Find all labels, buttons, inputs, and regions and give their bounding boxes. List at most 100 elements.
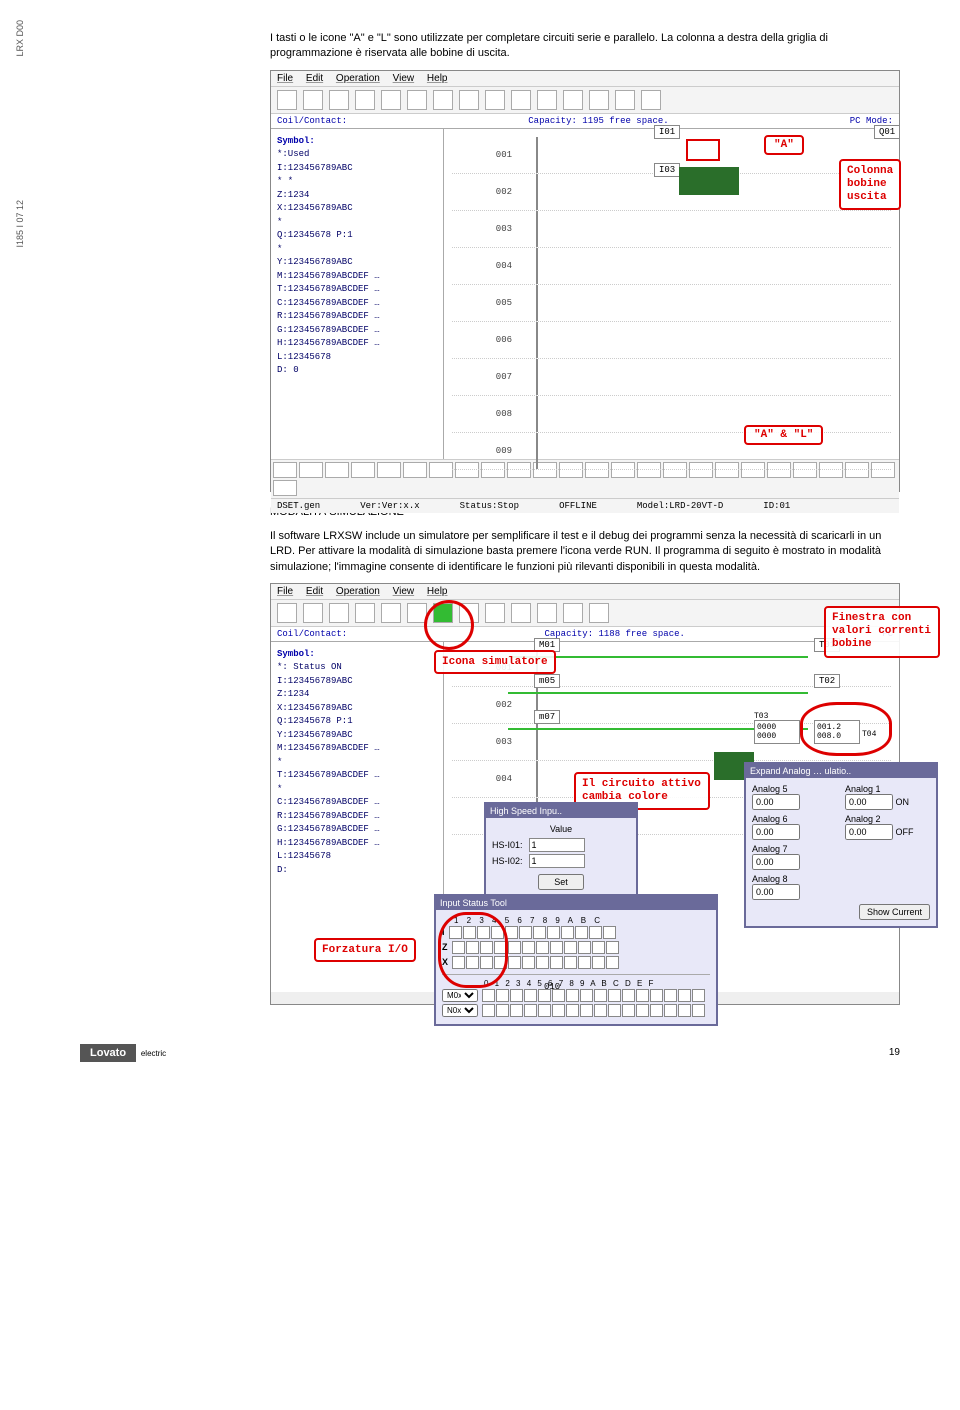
bit-cell[interactable]: [575, 926, 588, 939]
tool-btn[interactable]: [381, 603, 401, 623]
bcell[interactable]: [429, 462, 453, 478]
bcell[interactable]: [351, 462, 375, 478]
tool-btn[interactable]: [407, 90, 427, 110]
bit-cell[interactable]: [622, 1004, 635, 1017]
bit-cell[interactable]: [636, 1004, 649, 1017]
bit-cell[interactable]: [566, 1004, 579, 1017]
input-a7[interactable]: [752, 854, 800, 870]
bit-cell[interactable]: [650, 989, 663, 1002]
bit-cell[interactable]: [678, 1004, 691, 1017]
bit-cell[interactable]: [564, 956, 577, 969]
bit-cell[interactable]: [589, 926, 602, 939]
bit-cell[interactable]: [496, 989, 509, 1002]
bit-cell[interactable]: [664, 989, 677, 1002]
tool-btn[interactable]: [329, 90, 349, 110]
menu-edit[interactable]: Edit: [306, 73, 323, 84]
bit-cell[interactable]: [519, 926, 532, 939]
tool-btn[interactable]: [277, 603, 297, 623]
input-a1[interactable]: [845, 794, 893, 810]
bcell[interactable]: [299, 462, 323, 478]
bit-cell[interactable]: [510, 989, 523, 1002]
tool-btn[interactable]: [511, 90, 531, 110]
tool-btn[interactable]: [459, 90, 479, 110]
bit-cell[interactable]: [538, 1004, 551, 1017]
tool-btn[interactable]: [563, 603, 583, 623]
tool-btn[interactable]: [589, 603, 609, 623]
tool-btn[interactable]: [641, 90, 661, 110]
tool-btn[interactable]: [485, 603, 505, 623]
bit-cell[interactable]: [580, 989, 593, 1002]
tool-btn[interactable]: [329, 603, 349, 623]
dialog-high-speed-input[interactable]: High Speed Inpu.. Value HS-I01: HS-I02: …: [484, 802, 638, 898]
bit-cell[interactable]: [552, 1004, 565, 1017]
menu-operation[interactable]: Operation: [336, 73, 380, 84]
bit-cell[interactable]: [564, 941, 577, 954]
set-button[interactable]: Set: [538, 874, 584, 890]
menu-operation[interactable]: Operation: [336, 586, 380, 597]
input-a6[interactable]: [752, 824, 800, 840]
bit-cell[interactable]: [524, 1004, 537, 1017]
bit-cell[interactable]: [636, 989, 649, 1002]
tool-btn[interactable]: [303, 90, 323, 110]
bit-cell[interactable]: [508, 941, 521, 954]
bit-cell[interactable]: [536, 941, 549, 954]
tool-btn[interactable]: [433, 90, 453, 110]
menu-help[interactable]: Help: [427, 586, 448, 597]
menu-file[interactable]: File: [277, 73, 293, 84]
bcell[interactable]: [403, 462, 427, 478]
bit-cell[interactable]: [482, 989, 495, 1002]
bit-cell[interactable]: [608, 1004, 621, 1017]
menu-view[interactable]: View: [393, 73, 415, 84]
show-current-button[interactable]: Show Current: [859, 904, 930, 920]
bit-cell[interactable]: [496, 1004, 509, 1017]
tool-btn[interactable]: [615, 90, 635, 110]
input-a5[interactable]: [752, 794, 800, 810]
input-hs-i01[interactable]: [529, 838, 585, 852]
tool-btn[interactable]: [355, 90, 375, 110]
tool-btn[interactable]: [303, 603, 323, 623]
bit-cell[interactable]: [508, 956, 521, 969]
select-n[interactable]: N0x: [442, 1004, 478, 1017]
tool-btn[interactable]: [277, 90, 297, 110]
bit-cell[interactable]: [692, 1004, 705, 1017]
bit-cell[interactable]: [580, 1004, 593, 1017]
dialog-expand-analog[interactable]: Expand Analog … ulatio.. Analog 5 Analog…: [744, 762, 938, 928]
bit-cell[interactable]: [510, 1004, 523, 1017]
bit-cell[interactable]: [566, 989, 579, 1002]
menu-view[interactable]: View: [393, 586, 415, 597]
bit-cell[interactable]: [592, 956, 605, 969]
bit-cell[interactable]: [650, 1004, 663, 1017]
select-m[interactable]: M0x: [442, 989, 478, 1002]
bit-cell[interactable]: [550, 941, 563, 954]
bcell[interactable]: [273, 462, 297, 478]
tool-btn[interactable]: [511, 603, 531, 623]
bit-cell[interactable]: [561, 926, 574, 939]
input-a2[interactable]: [845, 824, 893, 840]
tool-btn[interactable]: [537, 603, 557, 623]
tool-btn[interactable]: [355, 603, 375, 623]
menu-help[interactable]: Help: [427, 73, 448, 84]
bit-cell[interactable]: [664, 1004, 677, 1017]
bit-cell[interactable]: [522, 956, 535, 969]
menu-edit[interactable]: Edit: [306, 586, 323, 597]
bit-cell[interactable]: [550, 956, 563, 969]
bit-cell[interactable]: [524, 989, 537, 1002]
bit-cell[interactable]: [536, 956, 549, 969]
tool-btn[interactable]: [381, 90, 401, 110]
bit-cell[interactable]: [678, 989, 691, 1002]
bcell[interactable]: [325, 462, 349, 478]
bit-cell[interactable]: [592, 941, 605, 954]
tool-btn[interactable]: [485, 90, 505, 110]
bit-cell[interactable]: [606, 956, 619, 969]
bit-cell[interactable]: [692, 989, 705, 1002]
bit-cell[interactable]: [606, 941, 619, 954]
bit-cell[interactable]: [533, 926, 546, 939]
bcell[interactable]: [273, 480, 297, 496]
tool-btn[interactable]: [537, 90, 557, 110]
bit-cell[interactable]: [578, 941, 591, 954]
bit-cell[interactable]: [622, 989, 635, 1002]
tool-btn[interactable]: [589, 90, 609, 110]
bit-cell[interactable]: [522, 941, 535, 954]
tool-btn[interactable]: [563, 90, 583, 110]
input-a8[interactable]: [752, 884, 800, 900]
